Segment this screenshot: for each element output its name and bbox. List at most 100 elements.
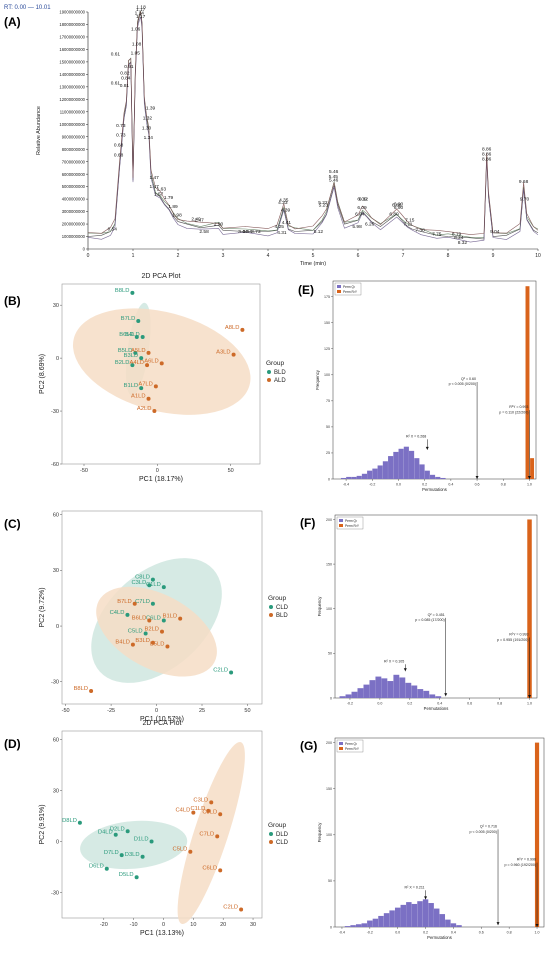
- x-tick-label: 6: [357, 253, 360, 259]
- peak-label: 1.63: [157, 186, 167, 192]
- legend-marker: [269, 613, 273, 617]
- data-point: [146, 396, 151, 401]
- data-point: [130, 363, 135, 368]
- y-tick-label: 175: [324, 295, 330, 299]
- point-label: C6LD: [202, 865, 217, 871]
- peak-label: 6.09: [357, 205, 367, 211]
- data-point: [191, 810, 196, 815]
- peak-label: 9.70: [520, 196, 530, 202]
- legend-label-q2: Perm Q²: [343, 285, 355, 289]
- q2-bar: [456, 925, 462, 927]
- annotation-arrowhead: [535, 924, 539, 927]
- data-point: [136, 319, 141, 324]
- peak-label: 0.61: [111, 80, 121, 86]
- r2y-bar: [527, 519, 532, 698]
- peak-label: 7.75: [432, 231, 442, 237]
- annotation-arrowhead: [424, 896, 428, 900]
- point-label: C6LD: [146, 615, 161, 621]
- point-label: B4LD: [125, 332, 140, 338]
- peak-label: 5.46: [329, 169, 339, 175]
- y-tick-label: 150: [326, 787, 332, 791]
- x-tick-label: 0.2: [407, 702, 412, 706]
- y-axis-label: Frequency: [317, 822, 322, 843]
- x-tick-label: -20: [100, 922, 108, 928]
- x-axis-label: Permutations: [422, 487, 447, 492]
- peak-label: 4.35: [279, 198, 289, 204]
- q2-bar: [389, 910, 395, 927]
- point-label: A4LD: [130, 360, 145, 366]
- stat-annotation: R² X = 0.268: [406, 434, 426, 438]
- peak-label: 6.90: [394, 201, 404, 207]
- x-tick-label: 0.8: [501, 483, 506, 487]
- point-label: C3LD: [131, 580, 146, 586]
- x-tick-label: 0.2: [422, 483, 427, 487]
- x-tick-label: 10: [535, 253, 541, 259]
- peak-label: 0.54: [108, 226, 118, 232]
- point-label: C8LD: [202, 809, 217, 815]
- x-tick-label: 0.8: [507, 931, 512, 935]
- r2y-bar: [525, 286, 530, 479]
- q2-bar: [419, 464, 425, 479]
- peak-label: 5.46: [329, 178, 339, 184]
- point-label: D1LD: [134, 837, 149, 843]
- pca-plot-b: 2D PCA Plot -50 0 50 -60 -30 0 30 PC1 (18.17%) PC…: [39, 273, 286, 483]
- q2-bar: [417, 689, 424, 698]
- peak-label: 2.47: [194, 218, 204, 224]
- legend-marker: [269, 605, 273, 609]
- legend-marker: [269, 832, 273, 836]
- stat-annotation: Q² = 0.716: [480, 824, 497, 828]
- q2-bar: [367, 470, 373, 479]
- q2-bar: [363, 684, 370, 698]
- y-tick-label: 150: [324, 321, 330, 325]
- peak-label: 1.06: [131, 27, 141, 33]
- q2-bar: [346, 476, 352, 479]
- point-label: C1LD: [146, 582, 161, 588]
- peak-label: 1.57: [154, 191, 164, 197]
- peak-label: 6.09: [357, 196, 367, 202]
- data-point: [119, 853, 124, 858]
- x-tick-label: 9: [492, 253, 495, 259]
- y-tick-label: 16000000000: [59, 47, 85, 52]
- pca-plot-c: -50 -25 0 25 50 -30 0 30 60 PC1 (10.57%) PC2 (9.72…: [39, 510, 289, 723]
- data-point: [161, 618, 166, 623]
- y-axis-label: Frequency: [315, 369, 320, 390]
- y-tick-label: 11000000000: [60, 109, 86, 114]
- y-tick-label: 17000000000: [59, 35, 85, 40]
- y-tick-label: 200: [326, 741, 332, 745]
- peak-label: 3.54: [243, 229, 253, 235]
- x-tick-label: -0.4: [339, 931, 345, 935]
- point-label: A1LD: [131, 394, 146, 400]
- q2-bar: [440, 477, 446, 479]
- x-tick-label: 0.6: [475, 483, 480, 487]
- peak-label: 8.19: [452, 231, 462, 237]
- peak-label: 1.14: [135, 10, 145, 16]
- y-tick-label: 18000000000: [59, 22, 85, 27]
- q2-bar: [351, 691, 358, 698]
- peak-label: 4.41: [282, 220, 292, 226]
- q2-bar: [369, 680, 376, 698]
- q2-bar: [372, 918, 379, 927]
- x-tick-label: 10: [190, 922, 196, 928]
- q2-bar: [411, 903, 418, 927]
- legend-label-q2: Perm Q²: [345, 742, 357, 746]
- y-tick-label: 25: [326, 451, 330, 455]
- x-axis-label: Permutations: [424, 706, 449, 711]
- point-label: C7LD: [135, 599, 150, 605]
- y-tick-label: 125: [324, 347, 330, 351]
- legend-label-r2y: Perm R²Y: [345, 747, 360, 751]
- x-tick-label: 0.0: [396, 483, 401, 487]
- legend-title: Group: [268, 822, 286, 829]
- q2-bar: [417, 901, 423, 927]
- peak-label: 4.25: [275, 224, 285, 230]
- point-label: D4LD: [98, 830, 113, 836]
- legend-swatch-q2: [339, 742, 343, 745]
- y-tick-label: -30: [51, 409, 59, 415]
- q2-bar: [355, 924, 362, 927]
- data-point: [130, 642, 135, 647]
- x-tick-label: 2: [177, 253, 180, 259]
- annotation-arrowhead: [475, 476, 479, 479]
- y-tick-label: -60: [51, 462, 59, 468]
- y-tick-label: 10000000000: [59, 122, 85, 127]
- y-axis-label: PC2 (8.69%): [39, 354, 46, 394]
- confidence-ellipse: [177, 742, 245, 924]
